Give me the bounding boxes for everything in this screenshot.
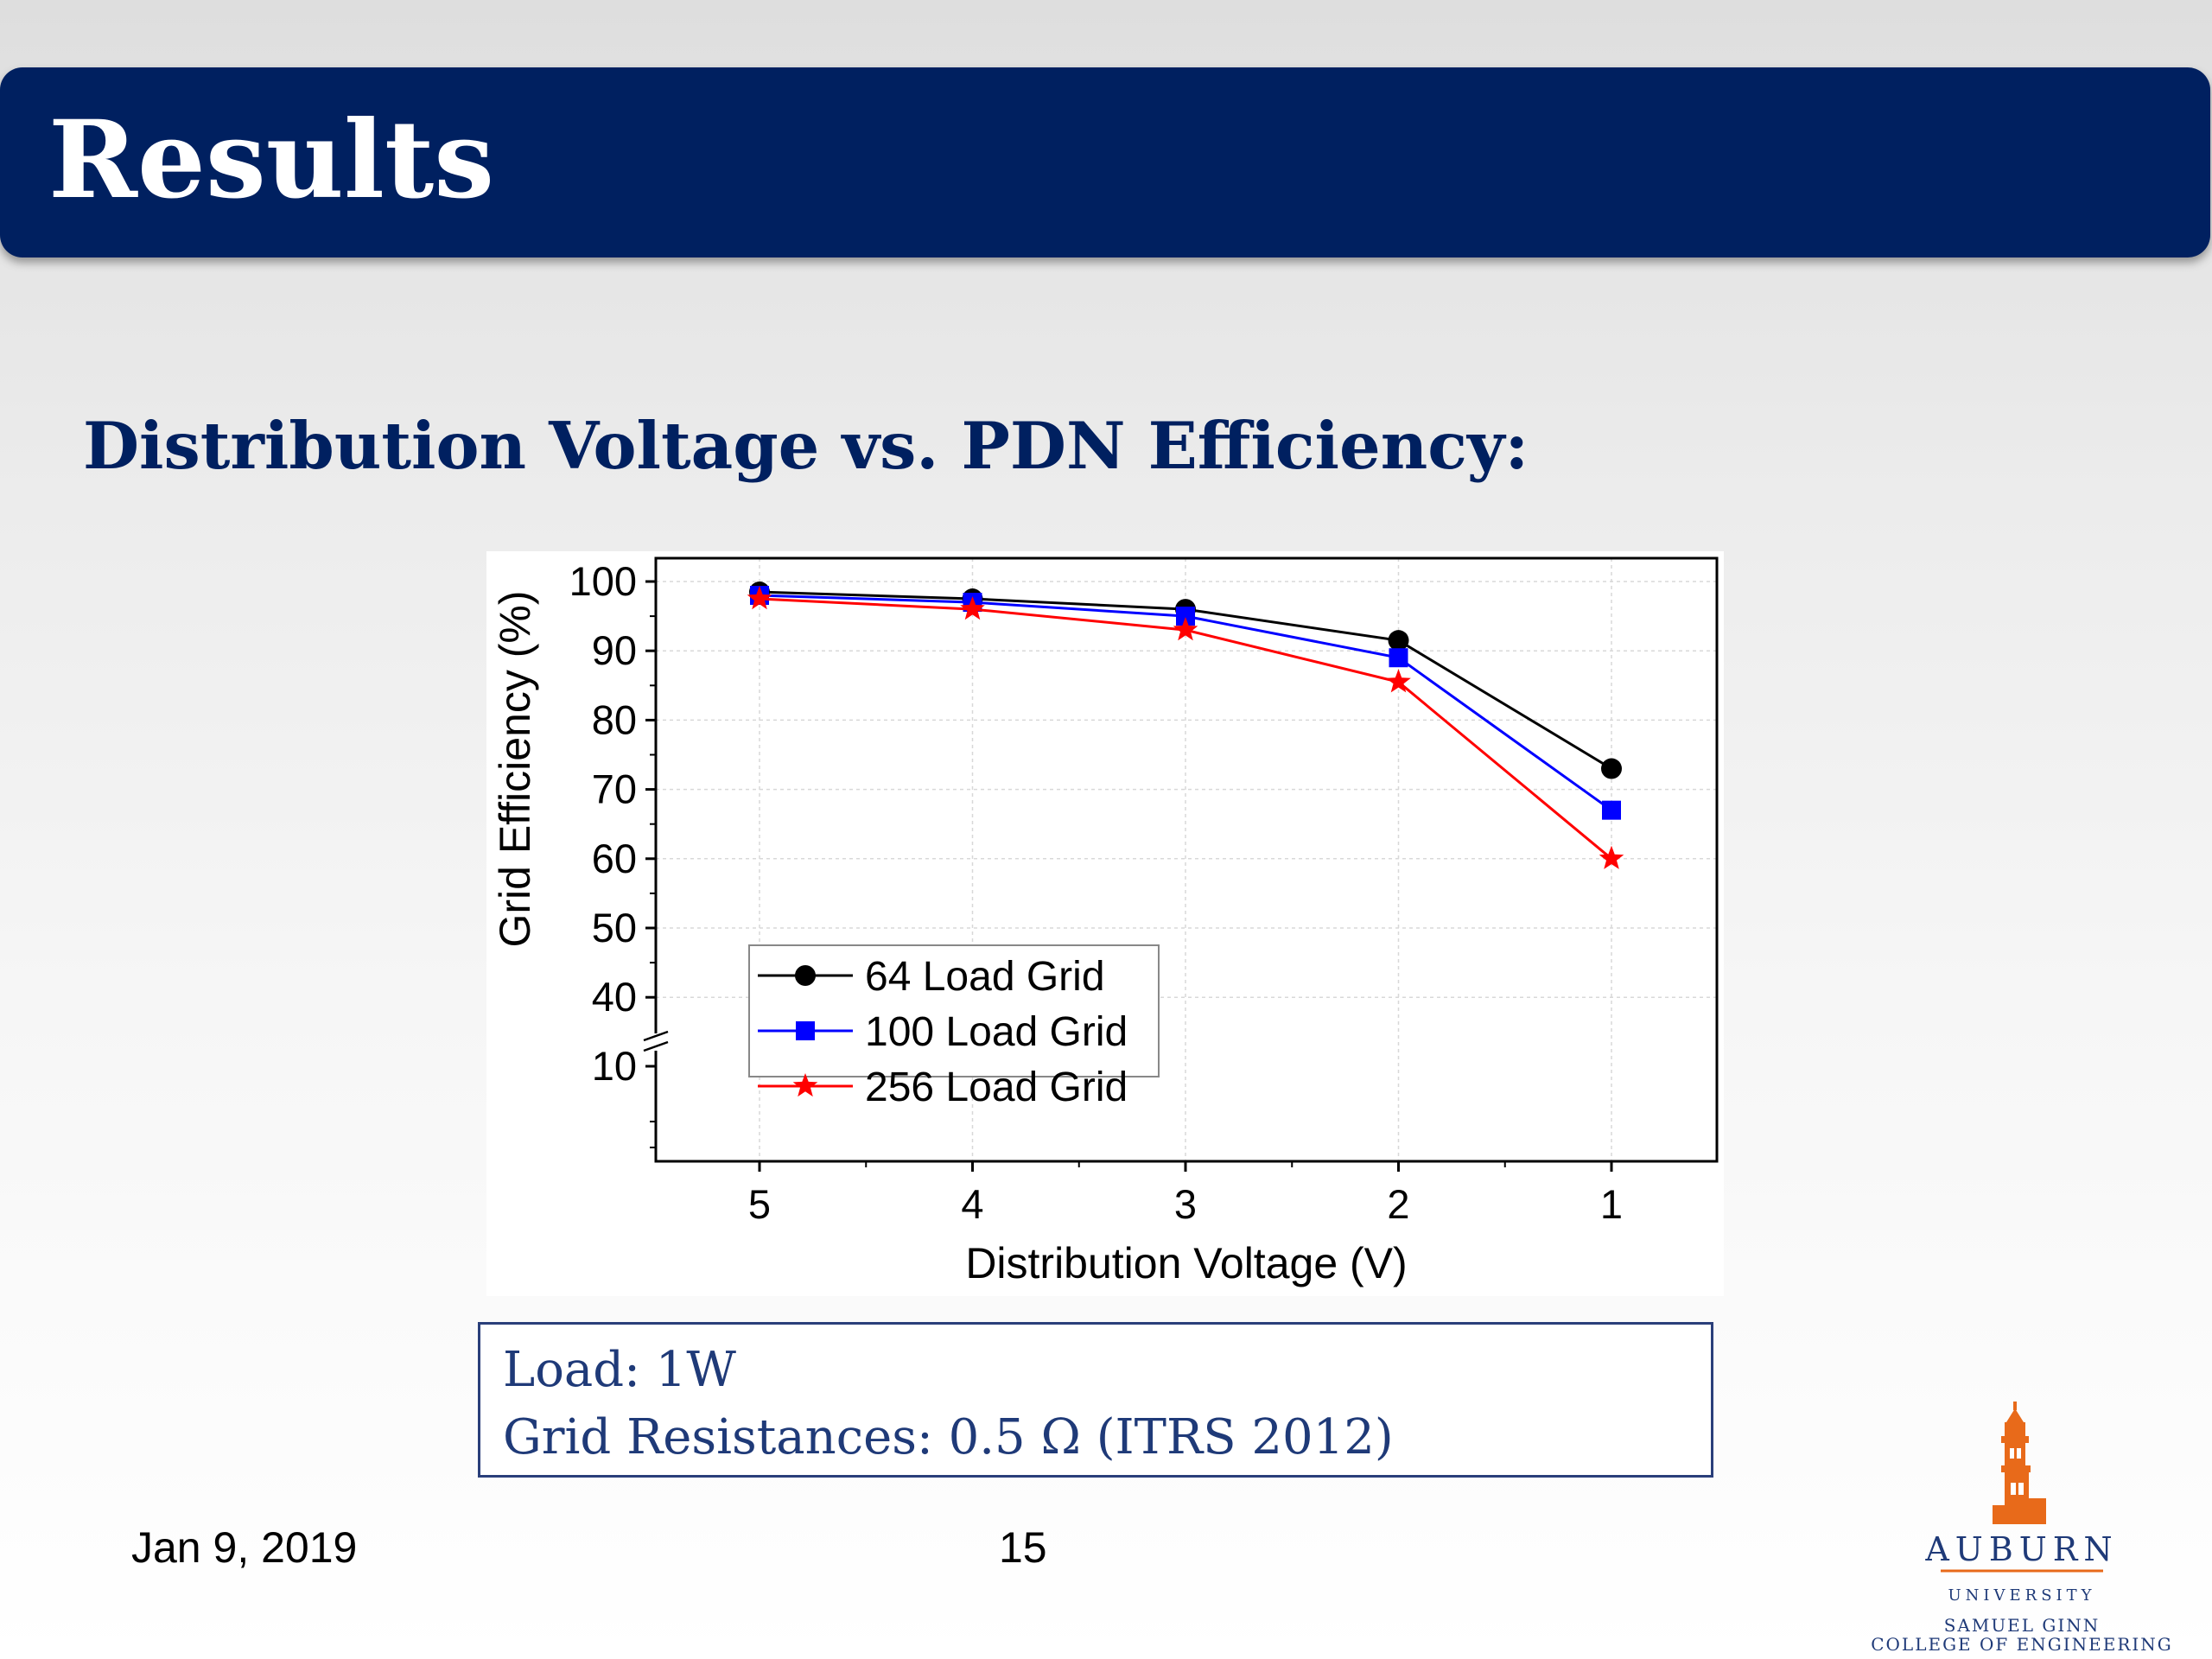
data-point bbox=[747, 586, 772, 610]
data-point bbox=[960, 596, 985, 620]
logo-college-line2: COLLEGE OF ENGINEERING bbox=[1871, 1634, 2173, 1655]
line-chart: 100 90 80 70 60 50 40 10 5 4 3 2 1 Distribution Volta… bbox=[491, 556, 1719, 1287]
y-tick-label: 70 bbox=[592, 766, 637, 812]
logo-sub: UNIVERSITY bbox=[1948, 1586, 2095, 1605]
x-tick-label: 2 bbox=[1387, 1181, 1409, 1227]
data-point bbox=[1386, 669, 1411, 693]
y-tick-label: 90 bbox=[592, 627, 637, 673]
legend-marker bbox=[795, 965, 816, 986]
tower-icon bbox=[1993, 1402, 2046, 1524]
legend-marker bbox=[796, 1021, 815, 1040]
data-point bbox=[1388, 630, 1409, 652]
series-line bbox=[759, 597, 1612, 860]
data-point bbox=[1601, 758, 1622, 779]
axis-break-gap bbox=[652, 1033, 659, 1051]
info-grid-resistances: Grid Resistances: 0.5 Ω (ITRS 2012) bbox=[503, 1409, 1394, 1465]
legend-marker bbox=[792, 1073, 818, 1097]
data-point bbox=[1602, 800, 1621, 820]
auburn-logo: AUBURN UNIVERSITY SAMUEL GINN COLLEGE OF… bbox=[1866, 1396, 2177, 1656]
slide-subtitle: Distribution Voltage vs. PDN Efficiency: bbox=[83, 408, 1529, 484]
x-tick-label: 1 bbox=[1600, 1181, 1623, 1227]
x-tick-label: 5 bbox=[748, 1181, 771, 1227]
legend-box bbox=[748, 944, 1160, 1077]
y-tick-label: 40 bbox=[592, 974, 637, 1020]
legend-label: 100 Load Grid bbox=[865, 1009, 1128, 1055]
y-tick-label: 50 bbox=[592, 905, 637, 950]
data-point bbox=[1173, 617, 1198, 641]
legend: 64 Load Grid 100 Load Grid 256 Load Grid bbox=[748, 944, 1160, 1110]
chart-panel: 100 90 80 70 60 50 40 10 5 4 3 2 1 Distribution Volta… bbox=[486, 551, 1724, 1296]
data-point bbox=[1599, 845, 1624, 869]
series-3 bbox=[747, 586, 1624, 869]
y-tick-label: 60 bbox=[592, 836, 637, 881]
x-tick-label: 4 bbox=[961, 1181, 983, 1227]
axis-break-mark bbox=[643, 1030, 669, 1042]
logo-name: AUBURN bbox=[1924, 1530, 2118, 1568]
x-tick-label: 3 bbox=[1174, 1181, 1197, 1227]
page-number: 15 bbox=[999, 1523, 1047, 1572]
y-tick-label: 10 bbox=[592, 1043, 637, 1089]
y-tick-label: 80 bbox=[592, 696, 637, 742]
info-box: Load: 1W Grid Resistances: 0.5 Ω (ITRS 2… bbox=[478, 1322, 1713, 1478]
legend-label: 256 Load Grid bbox=[865, 1065, 1128, 1110]
legend-label: 64 Load Grid bbox=[865, 954, 1105, 1000]
y-tick-label: 100 bbox=[569, 558, 637, 604]
axis-break-mark bbox=[643, 1040, 669, 1052]
title-bar: Results bbox=[0, 67, 2210, 257]
data-point bbox=[1389, 648, 1408, 668]
footer-date: Jan 9, 2019 bbox=[131, 1523, 358, 1572]
logo-college-line1: SAMUEL GINN bbox=[1944, 1615, 2101, 1636]
y-axis-label: Grid Efficiency (%) bbox=[491, 590, 539, 947]
data-point bbox=[1176, 607, 1195, 626]
x-axis-label: Distribution Voltage (V) bbox=[965, 1239, 1407, 1287]
slide-title: Results bbox=[48, 98, 495, 223]
info-load: Load: 1W bbox=[503, 1342, 736, 1398]
